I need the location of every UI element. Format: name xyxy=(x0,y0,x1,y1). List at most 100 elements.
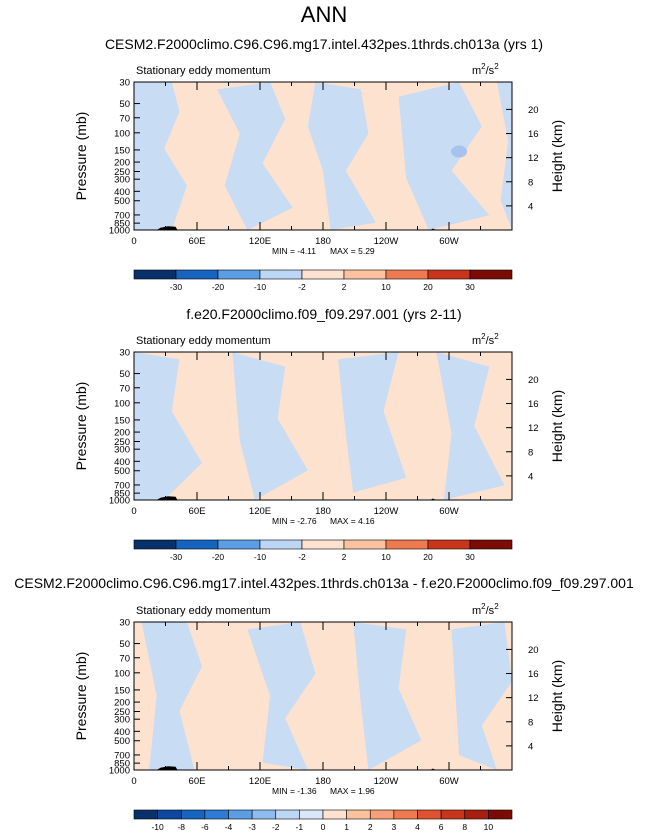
colorbar-label: 30 xyxy=(465,552,475,562)
lon-tick-label: 120E xyxy=(249,506,271,517)
pressure-tick-label: 850 xyxy=(114,489,130,500)
colorbar-box xyxy=(440,809,466,820)
lon-tick-label: 120E xyxy=(249,236,271,247)
colorbar-label: -1 xyxy=(296,822,304,832)
panel-subtitle: Stationary eddy momentum xyxy=(136,605,271,617)
colorbar-box xyxy=(180,809,206,820)
colorbar-label: 2 xyxy=(368,822,373,832)
lon-tick-label: 120W xyxy=(374,236,399,247)
pressure-tick-label: 200 xyxy=(114,428,130,439)
colorbar-box xyxy=(217,269,261,280)
colorbar-box xyxy=(393,809,418,820)
colorbar-label: 1 xyxy=(344,822,349,832)
pressure-tick-label: 150 xyxy=(114,685,130,696)
pressure-tick-label: 700 xyxy=(114,480,130,491)
field-background xyxy=(134,622,512,770)
pressure-tick-label: 70 xyxy=(119,383,130,394)
colorbar-label: 10 xyxy=(381,552,391,562)
pressure-tick-label: 1000 xyxy=(109,226,130,237)
colorbar-box xyxy=(427,539,471,550)
field-negative-region xyxy=(232,352,308,500)
colorbar-box xyxy=(133,539,177,550)
y-axis-label: Pressure (mb) xyxy=(73,652,89,741)
field-negative-region xyxy=(451,622,512,770)
colorbar-box xyxy=(217,539,261,550)
colorbar-label: -6 xyxy=(201,822,209,832)
panel-1-title: CESM2.F2000climo.C96.C96.mg17.intel.432p… xyxy=(104,36,544,52)
pressure-tick-label: 100 xyxy=(114,398,130,409)
colorbar-label: -20 xyxy=(212,552,225,562)
field-negative-region xyxy=(338,352,407,493)
y-axis-label: Pressure (mb) xyxy=(73,382,89,471)
colorbar-label: -4 xyxy=(225,822,233,832)
colorbar-label: -8 xyxy=(177,822,185,832)
field-negative-region xyxy=(496,82,512,230)
height-tick-label: 4 xyxy=(528,471,533,482)
height-tick-label: 8 xyxy=(528,177,533,188)
lon-tick-label: 60W xyxy=(439,506,459,517)
height-tick-label: 12 xyxy=(528,153,539,164)
pressure-tick-label: 850 xyxy=(114,759,130,770)
field-negative-region xyxy=(134,352,202,500)
lon-tick-label: 180 xyxy=(315,776,331,787)
field-negative-region xyxy=(217,82,293,230)
colorbar-box xyxy=(204,809,229,820)
pressure-tick-label: 850 xyxy=(114,219,130,230)
height-tick-label: 4 xyxy=(528,741,533,752)
lon-tick-label: 120E xyxy=(249,776,271,787)
pressure-tick-label: 1000 xyxy=(109,766,130,777)
y-axis-label-right: Height (km) xyxy=(549,120,565,192)
height-tick-label: 4 xyxy=(528,201,533,212)
panel-2: Stationary eddy momentum m2/s230507010015… xyxy=(73,332,565,562)
colorbar-box xyxy=(251,809,277,820)
pressure-tick-label: 300 xyxy=(114,715,130,726)
height-tick-label: 20 xyxy=(528,645,539,656)
panel-2-title: f.e20.F2000climo.f09_f09.297.001 (yrs 2-… xyxy=(186,306,462,322)
colorbar-box xyxy=(369,809,395,820)
pressure-tick-label: 500 xyxy=(114,466,130,477)
colorbar-label: -2 xyxy=(272,822,280,832)
pressure-tick-label: 500 xyxy=(114,196,130,207)
height-tick-label: 8 xyxy=(528,447,533,458)
pressure-tick-label: 100 xyxy=(114,668,130,679)
colorbar-box xyxy=(469,269,513,280)
max-label: MAX = 5.29 xyxy=(330,246,375,256)
lon-tick-label: 60E xyxy=(189,236,206,247)
height-tick-label: 20 xyxy=(528,375,539,386)
pressure-tick-label: 200 xyxy=(114,698,130,709)
pressure-tick-label: 400 xyxy=(114,457,130,468)
colorbar-label: 6 xyxy=(439,822,444,832)
min-label: MIN = -2.76 xyxy=(272,516,317,526)
colorbar-label: -10 xyxy=(254,552,267,562)
colorbar-label: 10 xyxy=(381,282,391,292)
pressure-tick-label: 150 xyxy=(114,145,130,156)
pressure-tick-label: 30 xyxy=(119,78,130,89)
panel-subtitle: Stationary eddy momentum xyxy=(136,335,271,347)
colorbar-box xyxy=(259,539,303,550)
colorbar-label: -30 xyxy=(170,282,183,292)
height-tick-label: 12 xyxy=(528,693,539,704)
height-tick-label: 8 xyxy=(528,717,533,728)
lon-tick-label: 60W xyxy=(439,236,459,247)
y-axis-label-right: Height (km) xyxy=(549,660,565,732)
height-tick-label: 16 xyxy=(528,399,539,410)
main-title: ANN xyxy=(300,2,348,27)
units-label: m2/s2 xyxy=(472,602,499,617)
height-tick-label: 16 xyxy=(528,129,539,140)
field-negative-region xyxy=(307,82,376,230)
lon-tick-label: 60W xyxy=(439,776,459,787)
pressure-tick-label: 50 xyxy=(119,99,130,110)
colorbar-label: 10 xyxy=(484,822,494,832)
pressure-tick-label: 200 xyxy=(114,158,130,169)
pressure-tick-label: 400 xyxy=(114,727,130,738)
lon-tick-label: 60E xyxy=(189,776,206,787)
panel-3-title: CESM2.F2000climo.C96.C96.mg17.intel.432p… xyxy=(14,575,634,591)
lon-tick-label: 0 xyxy=(131,236,136,247)
colorbar-box xyxy=(343,269,387,280)
field-minimum-region xyxy=(451,145,468,158)
lon-tick-label: 0 xyxy=(131,776,136,787)
pressure-tick-label: 300 xyxy=(114,175,130,186)
pressure-tick-label: 500 xyxy=(114,736,130,747)
pressure-tick-label: 100 xyxy=(114,128,130,139)
colorbar-box xyxy=(275,809,300,820)
